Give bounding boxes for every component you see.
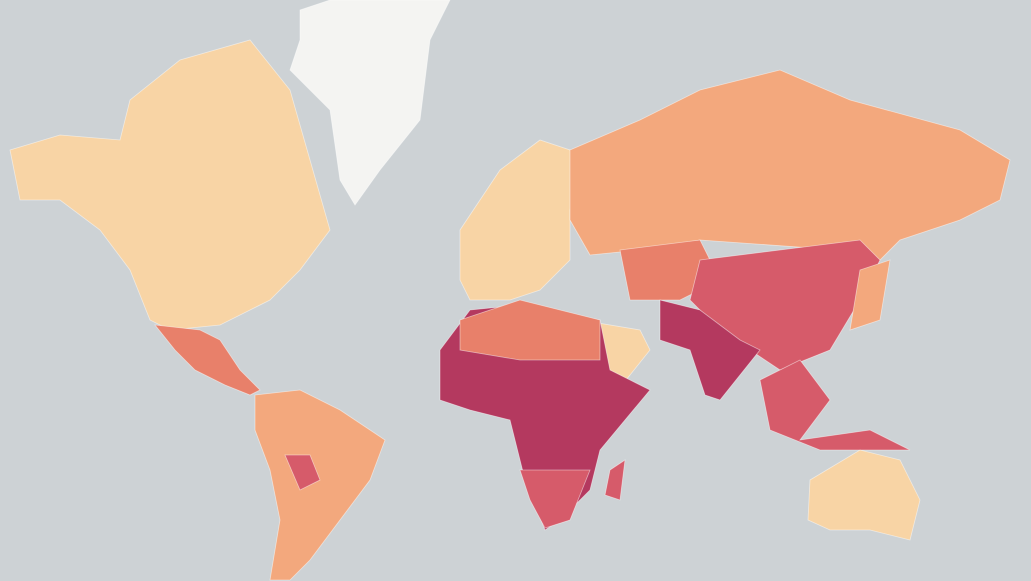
south-america [254,389,386,581]
greenland [289,0,451,206]
south-asia [659,299,761,401]
australia [807,449,921,541]
japan [849,259,891,331]
north-america [9,39,331,331]
southern-africa [519,469,591,529]
madagascar [604,459,626,501]
north-africa [459,299,601,361]
central-america [154,324,261,396]
southeast-asia [759,359,911,451]
bolivia [284,454,321,491]
